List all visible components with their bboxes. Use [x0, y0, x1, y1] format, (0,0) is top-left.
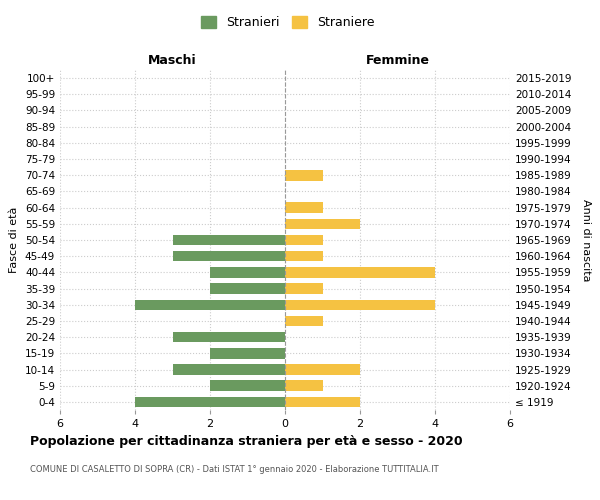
Bar [285, 300, 435, 310]
Text: COMUNE DI CASALETTO DI SOPRA (CR) - Dati ISTAT 1° gennaio 2020 - Elaborazione TU: COMUNE DI CASALETTO DI SOPRA (CR) - Dati… [30, 465, 439, 474]
Text: Femmine: Femmine [365, 54, 430, 67]
Bar [285, 251, 323, 262]
Legend: Stranieri, Straniere: Stranieri, Straniere [196, 11, 380, 34]
Bar [135, 396, 285, 407]
Bar [173, 364, 285, 375]
Bar [285, 218, 360, 229]
Bar [285, 396, 360, 407]
Bar [285, 202, 323, 213]
Bar [285, 267, 435, 278]
Bar [285, 364, 360, 375]
Bar [285, 234, 323, 246]
Bar [135, 300, 285, 310]
Bar [173, 251, 285, 262]
Y-axis label: Anni di nascita: Anni di nascita [581, 198, 591, 281]
Bar [210, 380, 285, 391]
Bar [285, 284, 323, 294]
Text: Maschi: Maschi [148, 54, 197, 67]
Y-axis label: Fasce di età: Fasce di età [10, 207, 19, 273]
Text: Popolazione per cittadinanza straniera per età e sesso - 2020: Popolazione per cittadinanza straniera p… [30, 435, 463, 448]
Bar [285, 380, 323, 391]
Bar [285, 170, 323, 180]
Bar [285, 316, 323, 326]
Bar [173, 234, 285, 246]
Bar [173, 332, 285, 342]
Bar [210, 284, 285, 294]
Bar [210, 267, 285, 278]
Bar [210, 348, 285, 358]
